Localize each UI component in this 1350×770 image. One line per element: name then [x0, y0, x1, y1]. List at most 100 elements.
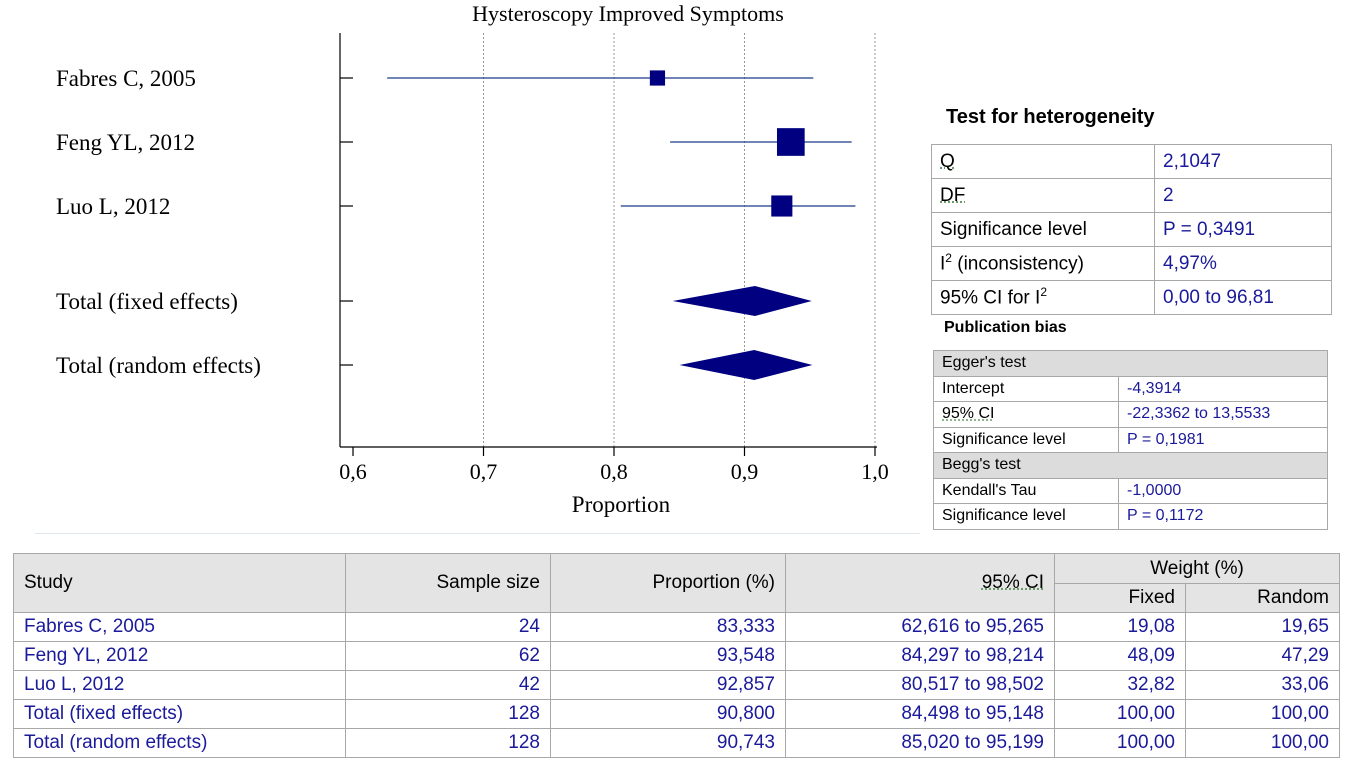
- study-marker: [649, 70, 666, 86]
- x-tick-label: 1,0: [861, 459, 889, 484]
- col-study: Study: [13, 553, 346, 613]
- cell-proportion: 93,548: [550, 641, 786, 671]
- pooled-diamond: [672, 286, 812, 316]
- cell-study: Total (fixed effects): [13, 699, 346, 729]
- cell-ci: 62,616 to 95,265: [785, 612, 1055, 642]
- cell-weight-fixed: 100,00: [1054, 728, 1186, 758]
- heterogeneity-title: Test for heterogeneity: [946, 106, 1155, 128]
- cell-study: Fabres C, 2005: [13, 612, 346, 642]
- cell-ci: 84,297 to 98,214: [785, 641, 1055, 671]
- col-proportion: Proportion (%): [550, 553, 786, 613]
- axes: [339, 33, 877, 448]
- cell-weight-random: 33,06: [1185, 670, 1340, 700]
- pub-value: -4,3914: [1118, 375, 1328, 402]
- cell-study: Total (random effects): [13, 728, 346, 758]
- het-value: 2: [1154, 178, 1332, 213]
- x-axis-label: Proportion: [572, 492, 671, 517]
- het-row-i2: I2 (inconsistency) 4,97%: [931, 246, 1332, 281]
- study-marker: [771, 195, 793, 217]
- cell-sample-size: 42: [345, 670, 551, 700]
- study-label: Luo L, 2012: [56, 194, 170, 219]
- cell-ci: 80,517 to 98,502: [785, 670, 1055, 700]
- egger-header-row: Egger's test: [933, 350, 1328, 377]
- begg-row: Kendall's Tau -1,0000: [933, 477, 1328, 504]
- het-key: DF: [931, 178, 1155, 213]
- x-tick-label: 0,7: [470, 459, 498, 484]
- section-divider: [35, 533, 920, 534]
- pub-value: P = 0,1172: [1118, 503, 1328, 530]
- study-marker: [776, 128, 805, 156]
- het-row-significance: Significance level P = 0,3491: [931, 212, 1332, 247]
- cell-study: Feng YL, 2012: [13, 641, 346, 671]
- cell-sample-size: 24: [345, 612, 551, 642]
- cell-sample-size: 128: [345, 699, 551, 729]
- cell-sample-size: 128: [345, 728, 551, 758]
- cell-weight-random: 100,00: [1185, 728, 1340, 758]
- table-row: Feng YL, 2012 62 93,548 84,297 to 98,214 48,…: [13, 641, 1340, 671]
- cell-ci: 85,020 to 95,199: [785, 728, 1055, 758]
- pooled-label: Total (random effects): [56, 353, 261, 378]
- het-key: Significance level: [931, 212, 1155, 247]
- table-row: Fabres C, 2005 24 83,333 62,616 to 95,265 19…: [13, 612, 1340, 642]
- pooled-diamond: [679, 350, 813, 380]
- study-label: Fabres C, 2005: [56, 66, 196, 91]
- x-ticks: 0,6 0,7 0,8 0,9 1,0: [339, 447, 889, 484]
- begg-header-row: Begg's test: [933, 452, 1328, 479]
- publication-bias-table: Egger's test Intercept -4,3914 95% CI -2…: [933, 350, 1328, 530]
- het-key: Q: [931, 144, 1155, 179]
- cell-weight-fixed: 32,82: [1054, 670, 1186, 700]
- pub-key: Significance level: [933, 503, 1119, 530]
- het-value: 2,1047: [1154, 144, 1332, 179]
- pub-key: Kendall's Tau: [933, 477, 1119, 504]
- cell-weight-random: 47,29: [1185, 641, 1340, 671]
- cell-proportion: 90,800: [550, 699, 786, 729]
- heterogeneity-table: Q 2,1047 DF 2 Significance level P = 0,3…: [931, 144, 1332, 315]
- begg-header: Begg's test: [933, 452, 1328, 479]
- cell-proportion: 92,857: [550, 670, 786, 700]
- pub-value: P = 0,1981: [1118, 426, 1328, 453]
- pub-value: -1,0000: [1118, 477, 1328, 504]
- egger-header: Egger's test: [933, 350, 1328, 377]
- forest-plot: Hysteroscopy Improved Symptoms 0,6 0,7 0,8…: [56, 1, 889, 517]
- het-row-q: Q 2,1047: [931, 144, 1332, 179]
- cell-weight-fixed: 19,08: [1054, 612, 1186, 642]
- x-tick-label: 0,9: [731, 459, 759, 484]
- het-value: 4,97%: [1154, 246, 1332, 281]
- study-table: Study Sample size Proportion (%) 95% CI …: [13, 553, 1340, 758]
- cell-proportion: 90,743: [550, 728, 786, 758]
- col-ci: 95% CI: [785, 553, 1055, 613]
- egger-row: Intercept -4,3914: [933, 375, 1328, 402]
- cell-weight-fixed: 48,09: [1054, 641, 1186, 671]
- col-weight-random: Random: [1185, 583, 1340, 613]
- col-weight: Weight (%): [1054, 553, 1340, 584]
- x-tick-label: 0,6: [339, 459, 367, 484]
- col-sample-size: Sample size: [345, 553, 551, 613]
- egger-row: 95% CI -22,3362 to 13,5533: [933, 401, 1328, 428]
- het-row-ci-i2: 95% CI for I2 0,00 to 96,81: [931, 280, 1332, 315]
- cell-proportion: 83,333: [550, 612, 786, 642]
- pooled-label: Total (fixed effects): [56, 289, 238, 314]
- table-row: Total (fixed effects) 128 90,800 84,498 to …: [13, 699, 1340, 729]
- table-row: Luo L, 2012 42 92,857 80,517 to 98,502 32,82…: [13, 670, 1340, 700]
- pub-key: Intercept: [933, 375, 1119, 402]
- begg-row: Significance level P = 0,1172: [933, 503, 1328, 530]
- pub-value: -22,3362 to 13,5533: [1118, 401, 1328, 428]
- het-key: I2 (inconsistency): [931, 246, 1155, 281]
- cell-sample-size: 62: [345, 641, 551, 671]
- grid-lines: [483, 33, 876, 447]
- het-value: 0,00 to 96,81: [1154, 280, 1332, 315]
- chart-title: Hysteroscopy Improved Symptoms: [472, 1, 784, 26]
- col-weight-fixed: Fixed: [1054, 583, 1186, 613]
- table-header-row: Study Sample size Proportion (%) 95% CI …: [13, 553, 1340, 613]
- study-rows: Fabres C, 2005 Feng YL, 2012 Luo L, 2012 To…: [56, 66, 856, 380]
- cell-ci: 84,498 to 95,148: [785, 699, 1055, 729]
- cell-weight-random: 19,65: [1185, 612, 1340, 642]
- publication-bias-title: Publication bias: [944, 319, 1067, 336]
- cell-weight-fixed: 100,00: [1054, 699, 1186, 729]
- pub-key: Significance level: [933, 426, 1119, 453]
- pub-key: 95% CI: [933, 401, 1119, 428]
- egger-row: Significance level P = 0,1981: [933, 426, 1328, 453]
- het-value: P = 0,3491: [1154, 212, 1332, 247]
- cell-study: Luo L, 2012: [13, 670, 346, 700]
- het-row-df: DF 2: [931, 178, 1332, 213]
